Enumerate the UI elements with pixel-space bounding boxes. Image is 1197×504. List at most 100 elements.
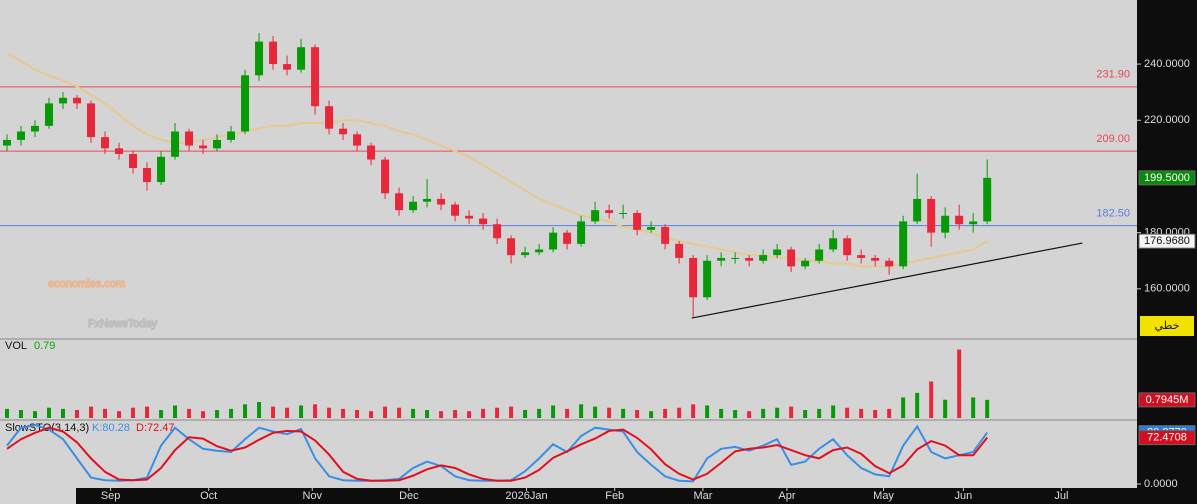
watermark: FxNewsToday [88,318,158,330]
candle-body [339,128,348,135]
volume-bar [173,405,178,418]
volume-bar [369,411,374,418]
candle-body [143,168,152,183]
volume-bar [215,410,220,418]
x-tick-label: Nov [302,490,322,502]
candle-body [577,221,586,244]
candle-body [927,198,936,233]
candle-body [619,212,628,214]
level-label: 182.50 [1096,208,1130,220]
x-tick-label: May [873,490,894,502]
volume-bar [817,408,822,418]
volume-bar [523,410,528,418]
y-tick-label: 160.0000 [1144,283,1190,295]
volume-value: 0.79 [34,340,55,352]
candle-body [157,156,166,183]
x-tick-label: Sep [101,490,121,502]
volume-bar [75,410,80,418]
volume-bar [103,408,108,418]
volume-bar [509,406,514,418]
volume-bar [89,406,94,418]
volume-bar [761,408,766,418]
ma-last-box [1138,233,1196,249]
trend-line [691,242,1083,319]
volume-bar [313,404,318,418]
candle-body [675,243,684,258]
candle-body [563,232,572,244]
candle-body [955,215,964,225]
volume-bar [19,410,24,418]
candle-body [269,41,278,65]
volume-bar [495,407,500,418]
volume-bar [201,411,206,418]
candle-body [801,260,810,267]
candle-body [353,134,362,146]
candle-body [255,41,264,76]
volume-bar [565,408,570,418]
volume-bar [831,405,836,418]
candle-body [647,227,656,230]
candle-body [31,125,40,132]
volume-bar [929,381,934,418]
volume-bar [257,402,262,418]
volume-bar [957,349,962,418]
candle-body [241,75,250,132]
volume-bar [845,407,850,418]
style-button-label[interactable]: خطي [1155,320,1180,332]
candle-body [185,131,194,146]
candle-body [871,257,880,261]
candle-body [829,238,838,250]
volume-bar [579,404,584,418]
volume-bar [915,392,920,418]
candle-body [227,131,236,140]
volume-bar [439,411,444,418]
candle-body [59,97,68,104]
volume-bar [705,405,710,418]
volume-bar [971,397,976,418]
candle-body [731,257,740,259]
volume-bar [789,406,794,418]
candle-body [941,215,950,233]
volume-bar [551,405,556,418]
candle-body [815,249,824,261]
candle-body [325,106,334,129]
candle-body [689,257,698,298]
style-button[interactable] [1140,316,1194,336]
volume-bar [691,404,696,418]
volume-bar [467,411,472,418]
candle-body [843,238,852,256]
candle-body [381,159,390,194]
oscillator-last-box [1138,430,1196,446]
candle-body [969,221,978,225]
x-tick-label: Mar [693,490,712,502]
candle-body [283,64,292,70]
candle-body [451,204,460,216]
x-tick-label: Jun [954,490,972,502]
candle-body [311,47,320,107]
watermark: economies.com [48,278,125,290]
y-tick-label: 240.0000 [1144,58,1190,70]
volume-bar [985,399,990,418]
volume-bar [747,411,752,418]
volume-bar [901,397,906,418]
candle-body [213,139,222,149]
volume-bar [607,407,612,418]
candle-body [717,257,726,261]
volume-bar [663,408,668,418]
volume-bar [887,408,892,418]
candle-body [759,255,768,261]
candle-body [633,212,642,230]
moving-average [6,51,988,268]
volume-bar [803,410,808,418]
volume-bar [719,408,724,418]
candle-body [171,131,180,157]
candle-body [787,249,796,267]
volume-bar [145,406,150,418]
volume-bar [425,410,430,418]
volume-bar [775,407,780,418]
candle-body [101,137,110,149]
volume-bar [327,407,332,418]
candle-body [703,260,712,298]
candle-body [367,145,376,160]
volume-bar [649,411,654,418]
